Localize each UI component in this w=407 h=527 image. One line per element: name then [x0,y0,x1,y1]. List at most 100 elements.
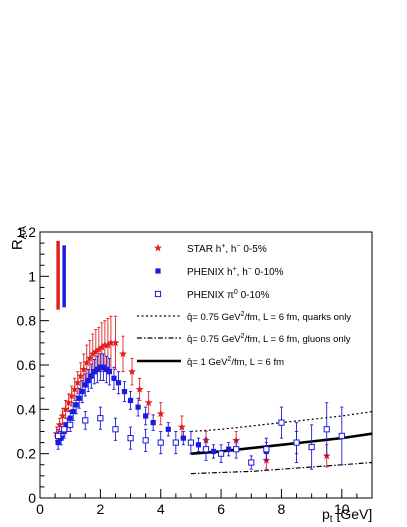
legend-label: PHENIX h+, h− 0-10% [187,266,284,278]
data-point [165,426,171,432]
data-point [73,378,82,387]
data-point [88,349,97,358]
data-point [88,373,94,379]
data-point [202,446,210,453]
plot-frame: 0 2 4 6 8 10 0 0.2 0.4 0.6 0.8 1 1.2 [17,224,373,517]
data-point [144,398,153,407]
data-point [143,413,149,419]
data-point [82,417,89,424]
data-point [172,439,179,446]
data-point [76,395,82,401]
data-point [135,385,144,393]
x-tick-label: 0 [36,501,44,517]
data-point [127,435,134,442]
data-point [79,389,85,395]
x-tick-label: 6 [217,501,225,517]
legend-label: q̂= 1 GeV2/fm, L = 6 fm [187,356,284,368]
data-point [58,411,67,420]
y-axis-label-sub: AA [18,226,29,240]
data-point [195,442,202,448]
x-axis-label-unit: [GeV] [333,506,373,522]
data-point [248,459,255,466]
data-point [142,437,149,444]
data-point [61,405,70,413]
data-point [91,347,100,356]
data-point [187,439,195,446]
data-point [157,439,164,446]
data-point [55,420,64,429]
data-point [106,369,113,375]
data-point [263,446,270,453]
data-point [111,338,120,347]
y-tick-label: 0.6 [17,357,37,373]
data-point [323,426,330,433]
data-point [112,426,119,433]
legend-marker [154,243,162,252]
data-point [85,377,91,384]
y-tick-label: 0 [28,490,36,506]
x-tick-label: 2 [96,501,104,517]
x-axis-label: pt [GeV] [322,506,372,525]
y-tick-label: 0.4 [17,401,37,417]
data-point [217,450,225,457]
data-point [91,369,97,375]
data-point [79,365,88,373]
data-point [111,375,117,381]
legend: STAR h+, h− 0-5% PHENIX h+, h− 0-10% PHENI… [137,243,351,368]
data-point [82,382,88,388]
data-point [67,391,76,400]
data-point [70,408,76,415]
legend-label: q̂= 0.75 GeV2/fm, L = 6 fm, gluons only [187,333,351,345]
legend-marker [154,290,162,298]
axis-labels: RAA pt [GeV] [9,226,372,525]
data-point [180,435,186,441]
legend-label: q̂= 0.75 GeV2/fm, L = 6 fm, quarks only [187,311,351,323]
data-point [121,389,128,395]
x-tick-label: 8 [278,501,286,517]
y-tick-label: 0.8 [17,313,37,329]
data-point [119,349,127,358]
data-point [64,398,73,407]
y-tick-label: 1.2 [17,224,37,240]
data-point [82,358,91,367]
data-point [103,366,109,373]
data-point [308,443,315,451]
series-square-open [55,402,345,470]
y-axis-label: RAA [9,226,29,251]
data-point [150,420,156,426]
data-point [73,402,79,408]
data-point [94,345,103,353]
data-point [55,432,62,440]
data-point [97,343,106,351]
plot-data [52,240,373,475]
data-point [103,340,112,349]
x-axis-label-sub: t [330,514,333,525]
y-tick-label: 0.2 [17,446,37,462]
data-point [106,338,115,347]
data-point [127,397,134,404]
legend-label: PHENIX π0 0-10% [187,289,270,301]
y-tick-label: 1 [28,268,36,284]
data-point [226,446,232,452]
data-point [85,354,94,362]
data-point [97,415,104,422]
x-tick-label: 4 [157,501,165,517]
data-point [76,371,85,380]
legend-marker [155,268,161,274]
data-point [70,385,79,393]
data-point [135,404,141,410]
data-point [210,448,217,455]
legend-label: STAR h+, h− 0-5% [187,243,267,255]
data-point [115,380,122,386]
data-point [100,364,106,370]
data-point [61,426,68,433]
data-point [97,364,103,370]
x-tick-label: 10 [334,501,350,517]
data-point [293,439,300,446]
data-point [278,419,285,426]
data-point [100,340,109,349]
data-point [128,367,137,376]
data-point [94,366,100,373]
data-point [233,446,240,453]
